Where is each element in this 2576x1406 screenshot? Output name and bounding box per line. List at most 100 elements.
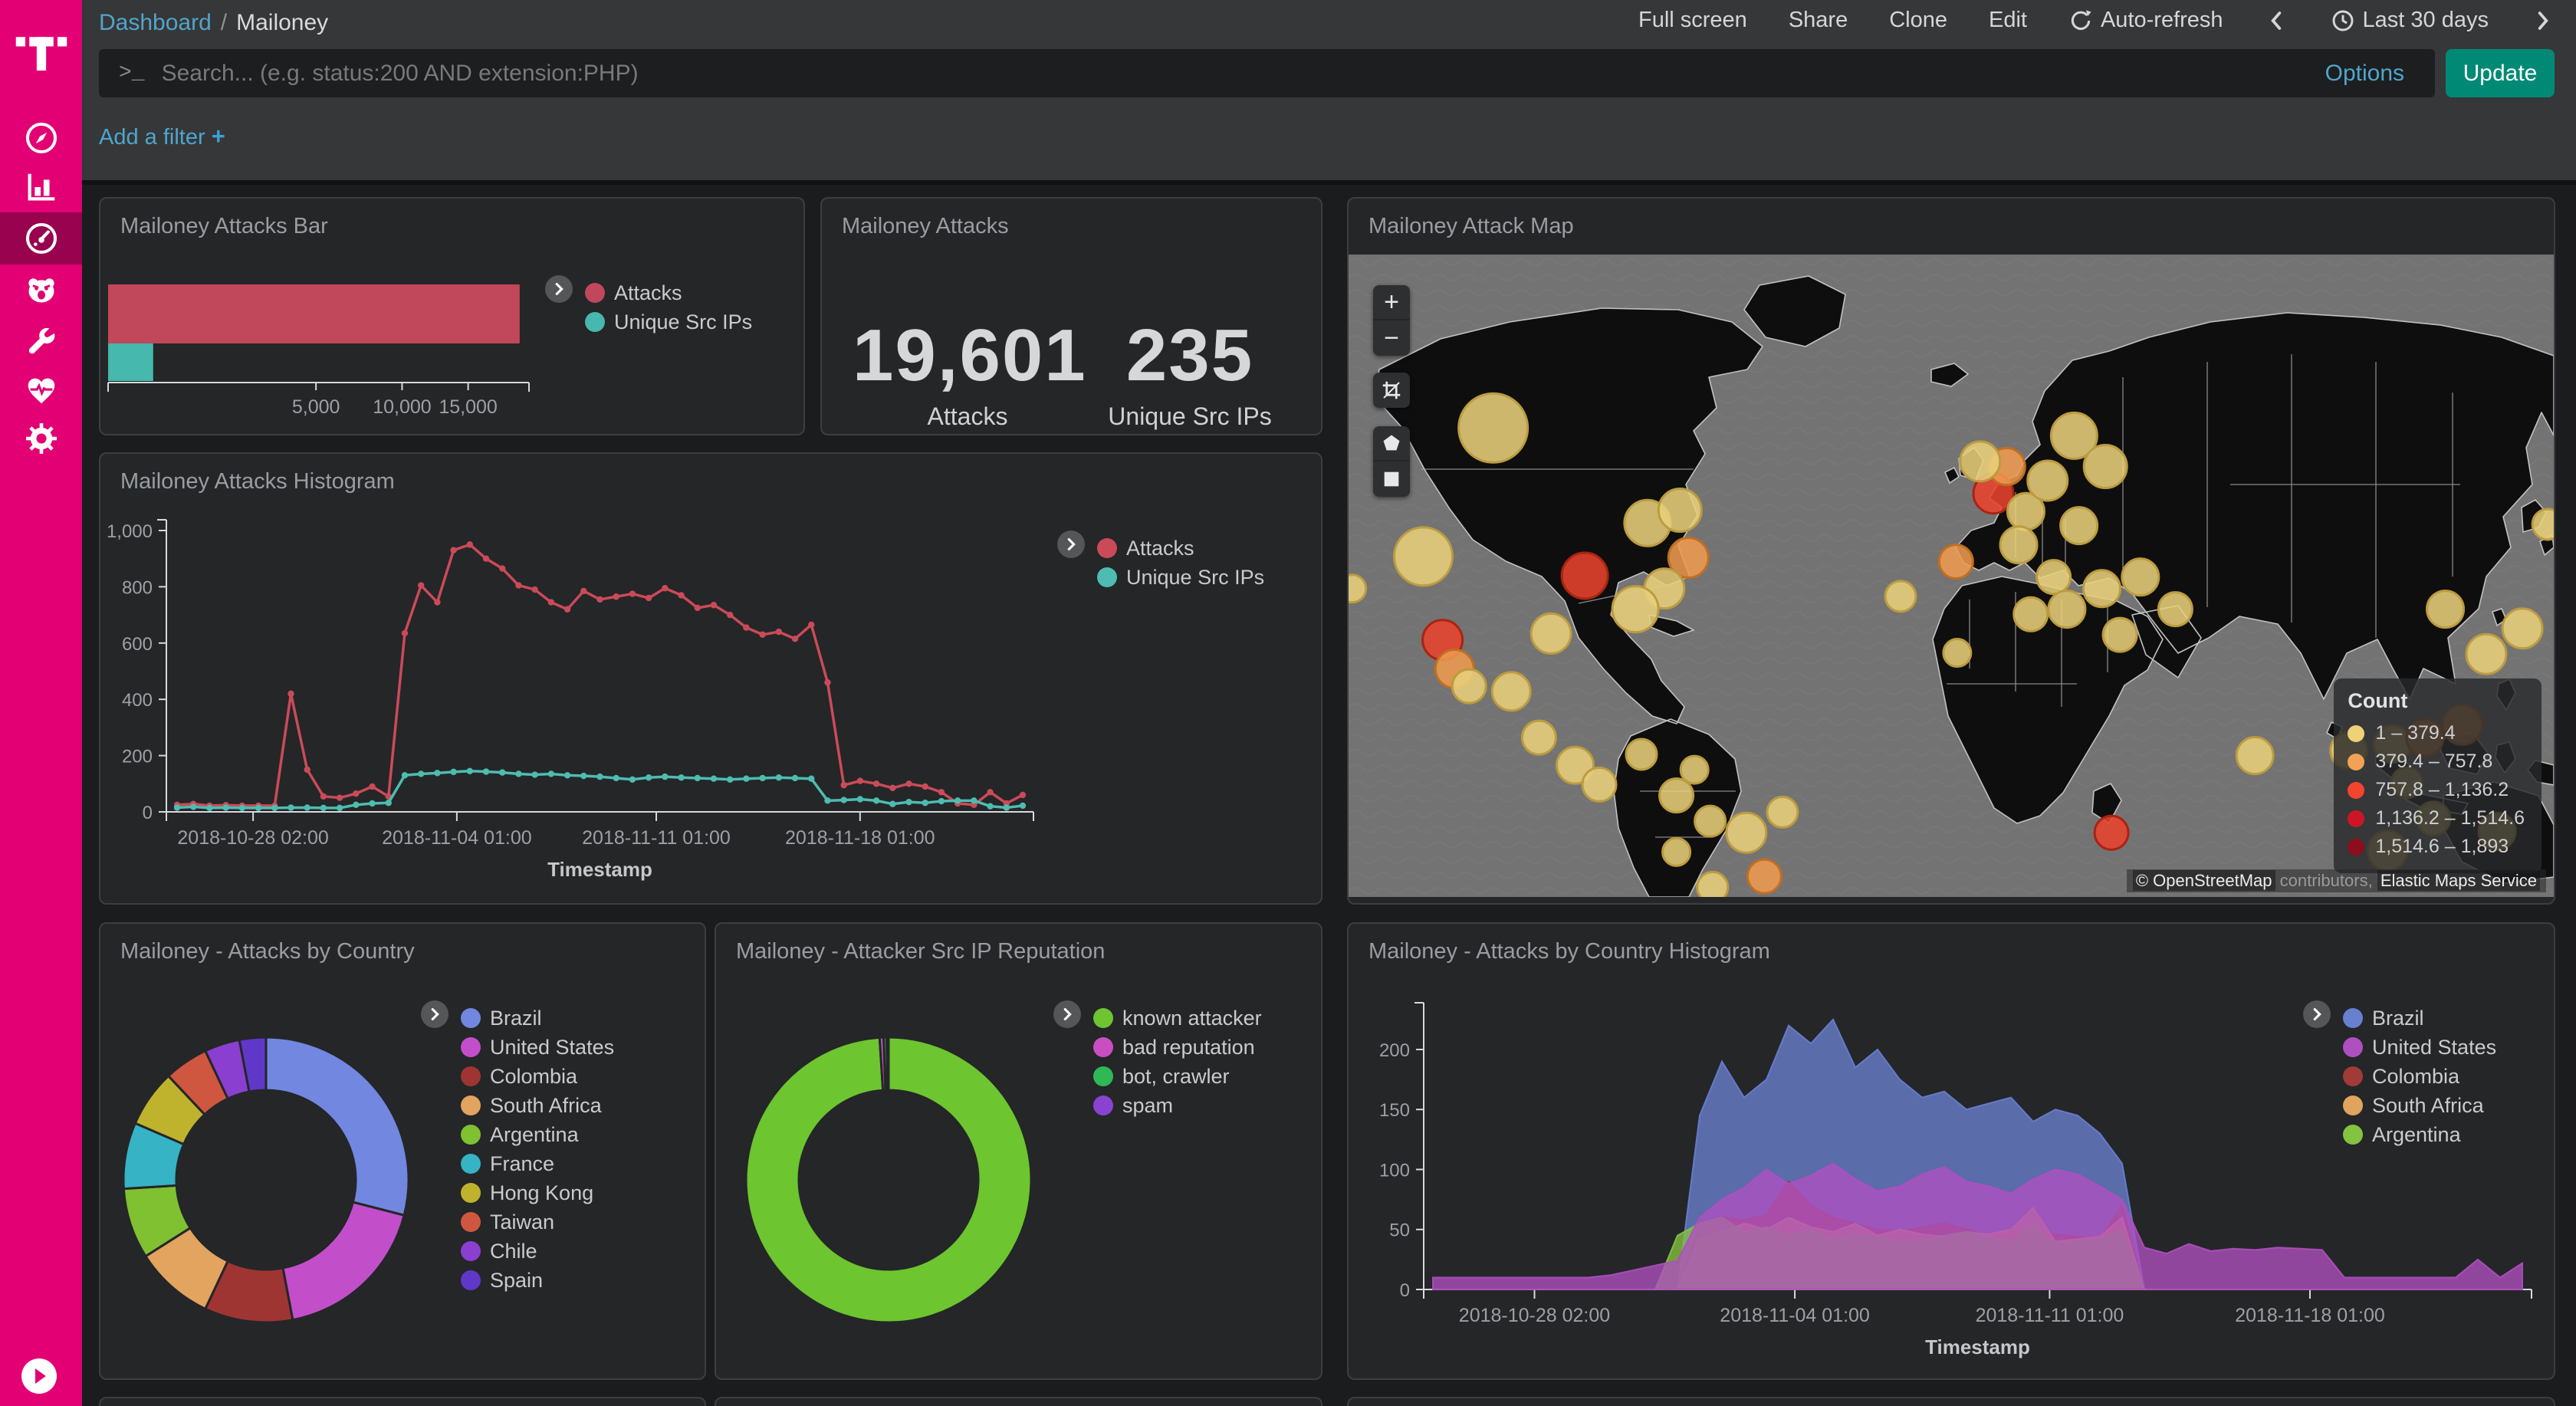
sidebar-item-management[interactable] [0, 412, 82, 465]
attack-bubble[interactable] [2501, 607, 2544, 650]
attack-bubble[interactable] [1520, 719, 1557, 756]
attack-bubble[interactable] [2531, 508, 2554, 541]
attack-bubble[interactable] [2036, 559, 2072, 596]
sidebar-expand-button[interactable] [21, 1358, 57, 1394]
country-donut-chart[interactable] [100, 924, 706, 1380]
legend-item[interactable]: Chile [461, 1237, 614, 1266]
sidebar-item-visualize[interactable] [0, 161, 82, 213]
clone-button[interactable]: Clone [1889, 8, 1947, 32]
attack-bubble[interactable] [1611, 585, 1660, 634]
attack-bubble[interactable] [1942, 638, 1973, 669]
sidebar-item-devtools[interactable] [0, 316, 82, 368]
attack-bubble[interactable] [1530, 612, 1572, 655]
time-picker-button[interactable]: Last 30 days [2331, 8, 2489, 33]
attack-bubble[interactable] [1667, 537, 1710, 580]
attack-bubble[interactable] [2082, 569, 2121, 609]
attack-bubble[interactable] [2047, 590, 2087, 629]
legend-item[interactable]: Taiwan [461, 1207, 614, 1237]
legend-item[interactable]: Spain [461, 1266, 614, 1295]
add-filter-link[interactable]: Add a filter + [99, 123, 225, 149]
legend-collapse-button[interactable] [1053, 1000, 1081, 1028]
attack-bubble[interactable] [1999, 525, 2039, 565]
attack-bubble[interactable] [2059, 506, 2099, 546]
attack-bubble[interactable] [2101, 616, 2138, 653]
attack-bubble[interactable] [2049, 411, 2098, 460]
legend-item[interactable]: Argentina [2343, 1120, 2496, 1149]
attack-bubble[interactable] [2157, 591, 2193, 628]
sidebar-item-dashboard[interactable] [0, 212, 82, 264]
attack-bubble[interactable] [1392, 526, 1454, 587]
legend-item[interactable]: Attacks [585, 278, 752, 307]
pie-slice-known-attacker[interactable] [744, 1036, 1033, 1324]
attack-bubble[interactable] [1696, 870, 1730, 903]
zoom-out-button[interactable]: − [1384, 323, 1399, 353]
sidebar-item-bear[interactable] [0, 264, 82, 317]
legend-item[interactable]: Unique Src IPs [1097, 563, 1264, 592]
legend-item[interactable]: South Africa [461, 1091, 614, 1120]
pie-slice-brazil[interactable] [264, 1036, 410, 1217]
attack-bubble[interactable] [2013, 596, 2049, 632]
auto-refresh-button[interactable]: Auto-refresh [2068, 8, 2223, 33]
legend-item[interactable]: bad reputation [1093, 1033, 1262, 1062]
legend-item[interactable]: United States [461, 1033, 614, 1062]
fit-bounds-button[interactable] [1373, 373, 1410, 408]
options-link[interactable]: Options [2325, 60, 2404, 86]
osm-link[interactable]: © OpenStreetMap [2132, 870, 2275, 891]
legend-item[interactable]: Argentina [461, 1120, 614, 1149]
attack-bubble[interactable] [2465, 632, 2508, 675]
legend-item[interactable]: France [461, 1149, 614, 1178]
attack-bubble[interactable] [1457, 392, 1530, 464]
legend-item[interactable]: spam [1093, 1091, 1262, 1120]
country-histogram-chart[interactable]: 0 50 100 150 200 2018-10-28 02:00 2018-11-04 0… [1349, 924, 2555, 1380]
attack-bubble[interactable] [1581, 766, 1618, 803]
legend-item[interactable]: Colombia [461, 1062, 614, 1091]
attack-bubble[interactable] [1661, 836, 1692, 867]
attack-bubble[interactable] [1560, 551, 1609, 600]
attack-bubble[interactable] [1959, 440, 2002, 483]
pie-slice-spam[interactable] [886, 1036, 890, 1092]
attacks-bar-chart[interactable]: 5,000 10,000 15,000 [100, 199, 805, 435]
legend-collapse-button[interactable] [545, 275, 573, 303]
time-back-button[interactable] [2265, 8, 2289, 33]
full-screen-button[interactable]: Full screen [1638, 8, 1747, 32]
legend-collapse-button[interactable] [1057, 531, 1085, 558]
sidebar-item-discover[interactable] [0, 112, 82, 164]
attack-bubble[interactable] [1657, 488, 1703, 534]
attack-bubble[interactable] [1746, 858, 1783, 895]
legend-item[interactable]: bot, crawler [1093, 1062, 1262, 1091]
sidebar-item-monitoring[interactable] [0, 364, 82, 416]
pie-slice-spain[interactable] [238, 1036, 268, 1093]
attack-bubble[interactable] [2026, 459, 2069, 502]
legend-item[interactable]: South Africa [2343, 1091, 2496, 1120]
draw-rectangle-button[interactable] [1373, 462, 1410, 497]
attack-bubble[interactable] [1766, 795, 1799, 829]
legend-item[interactable]: Brazil [461, 1004, 614, 1033]
attack-bubble[interactable] [1625, 737, 1658, 771]
attack-bubble[interactable] [1725, 811, 1768, 854]
legend-collapse-button[interactable] [2303, 1000, 2331, 1028]
attack-bubble[interactable] [2426, 590, 2466, 629]
legend-item[interactable]: Brazil [2343, 1004, 2496, 1033]
attack-bubble[interactable] [1679, 754, 1710, 785]
attacks-histogram-chart[interactable]: 0 200 400 600 800 1,000 2018-10-28 02:00 2018-1… [100, 454, 1322, 905]
attack-bubble[interactable] [1658, 777, 1695, 814]
share-button[interactable]: Share [1788, 8, 1848, 32]
update-button[interactable]: Update [2446, 49, 2555, 97]
breadcrumb-dashboard-link[interactable]: Dashboard [99, 10, 212, 35]
attack-bubble[interactable] [2235, 736, 2275, 776]
legend-item[interactable]: Attacks [1097, 534, 1264, 563]
attack-bubble[interactable] [2121, 557, 2160, 597]
attack-bubble[interactable] [1349, 573, 1368, 604]
legend-item[interactable]: United States [2343, 1033, 2496, 1062]
time-forward-button[interactable] [2530, 8, 2555, 33]
world-map[interactable]: + − [1349, 255, 2554, 903]
edit-button[interactable]: Edit [1988, 8, 2027, 32]
attack-bubble[interactable] [2082, 444, 2128, 490]
attack-bubble[interactable] [1884, 580, 1917, 613]
pie-slice-united-states[interactable] [281, 1201, 406, 1322]
legend-item[interactable]: Unique Src IPs [585, 307, 752, 337]
attack-bubble[interactable] [1937, 544, 1974, 580]
search-input[interactable] [161, 60, 2295, 87]
legend-collapse-button[interactable] [421, 1000, 449, 1028]
zoom-in-button[interactable]: + [1373, 285, 1410, 320]
